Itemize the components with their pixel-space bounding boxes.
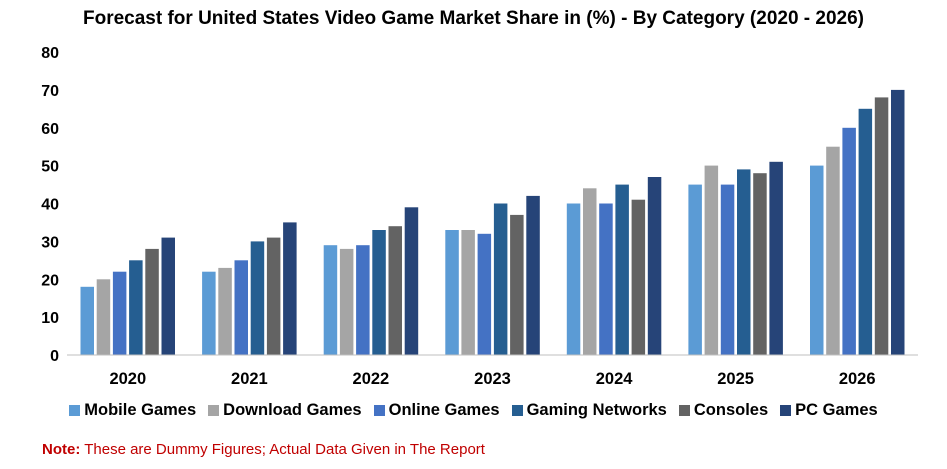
y-tick-label: 40 [41,197,59,214]
bar-consoles-2020 [145,248,159,355]
bars [80,89,905,356]
y-tick-label: 10 [41,310,59,327]
bar-online-games-2023 [477,233,492,355]
bar-download-games-2023 [461,230,475,355]
legend-item: PC Games [780,401,878,420]
y-tick-label: 20 [41,272,59,289]
x-tick-label: 2026 [839,370,876,388]
legend-swatch [780,405,792,416]
y-tick-label: 70 [41,83,59,100]
bar-pc-games-2021 [283,222,297,355]
bar-mobile-games-2021 [202,271,216,355]
bar-pc-games-2026 [891,89,905,356]
x-tick-label: 2023 [474,370,511,388]
legend-label: Mobile Games [84,401,197,419]
bar-download-games-2021 [218,267,232,355]
bar-consoles-2022 [388,226,402,355]
bar-download-games-2020 [96,279,111,356]
bar-mobile-games-2026 [810,165,824,355]
y-tick-label: 0 [50,348,59,365]
x-axis-labels: 2020 2021 2022 2023 2024 2025 2026 [109,370,875,388]
bar-download-games-2024 [583,188,597,355]
bar-pc-games-2023 [526,195,540,355]
chart-title: Forecast for United States Video Game Ma… [82,8,864,29]
bar-gaming-networks-2022 [372,230,386,355]
legend-label: Consoles [693,401,769,419]
bar-consoles-2023 [510,214,524,355]
legend-item: Gaming Networks [511,401,667,420]
bar-pc-games-2020 [161,237,175,355]
bar-mobile-games-2023 [445,230,459,355]
legend-swatch [208,405,220,416]
legend-label: PC Games [795,401,878,419]
bar-gaming-networks-2021 [250,241,265,355]
y-tick-label: 60 [41,121,59,138]
bar-download-games-2026 [826,146,840,355]
bar-consoles-2024 [631,199,646,355]
bar-mobile-games-2025 [688,184,702,355]
bar-download-games-2025 [704,165,719,355]
bar-gaming-networks-2026 [858,108,873,355]
bar-gaming-networks-2023 [493,203,508,355]
bar-pc-games-2025 [769,161,783,355]
y-axis-labels: 0 10 20 30 40 50 60 70 80 [41,45,59,365]
note-text: These are Dummy Figures; Actual Data Giv… [80,441,485,458]
legend-label: Online Games [388,401,500,419]
legend-swatch [678,405,690,416]
bar-consoles-2025 [753,173,767,355]
legend-label: Download Games [223,401,362,419]
x-tick-label: 2024 [596,370,634,388]
bar-mobile-games-2020 [80,286,94,355]
bar-download-games-2022 [339,248,354,355]
y-tick-label: 30 [41,234,59,251]
bar-gaming-networks-2025 [737,169,751,355]
x-tick-label: 2025 [717,370,754,388]
legend-item: Consoles [678,401,769,420]
x-tick-label: 2020 [109,370,146,388]
bar-online-games-2025 [720,184,735,355]
bar-pc-games-2024 [647,177,662,355]
y-tick-label: 80 [41,45,59,62]
legend-item: Mobile Games [69,401,196,420]
bar-mobile-games-2022 [323,245,338,355]
legend-label: Gaming Networks [526,401,667,419]
legend-swatch [69,405,81,416]
bar-gaming-networks-2024 [615,184,629,355]
legend-item: Download Games [208,401,362,420]
x-tick-label: 2021 [231,370,268,388]
bar-online-games-2021 [234,260,248,355]
bar-online-games-2022 [356,245,370,355]
legend-swatch [511,405,523,416]
bar-gaming-networks-2020 [129,260,143,355]
bar-online-games-2020 [112,271,127,355]
y-tick-label: 50 [41,159,59,176]
legend: Mobile Games Download Games Online Games Ga… [0,401,947,420]
legend-swatch [373,405,385,416]
legend-item: Online Games [373,401,500,420]
bar-pc-games-2022 [404,207,419,355]
bar-mobile-games-2024 [566,203,581,355]
bar-consoles-2026 [874,97,889,356]
bar-online-games-2026 [842,127,856,356]
bar-online-games-2024 [599,203,613,355]
note-label: Note: [42,441,81,458]
bar-consoles-2021 [266,237,281,355]
note: Note: These are Dummy Figures; Actual Da… [42,441,485,458]
x-tick-label: 2022 [353,370,390,388]
